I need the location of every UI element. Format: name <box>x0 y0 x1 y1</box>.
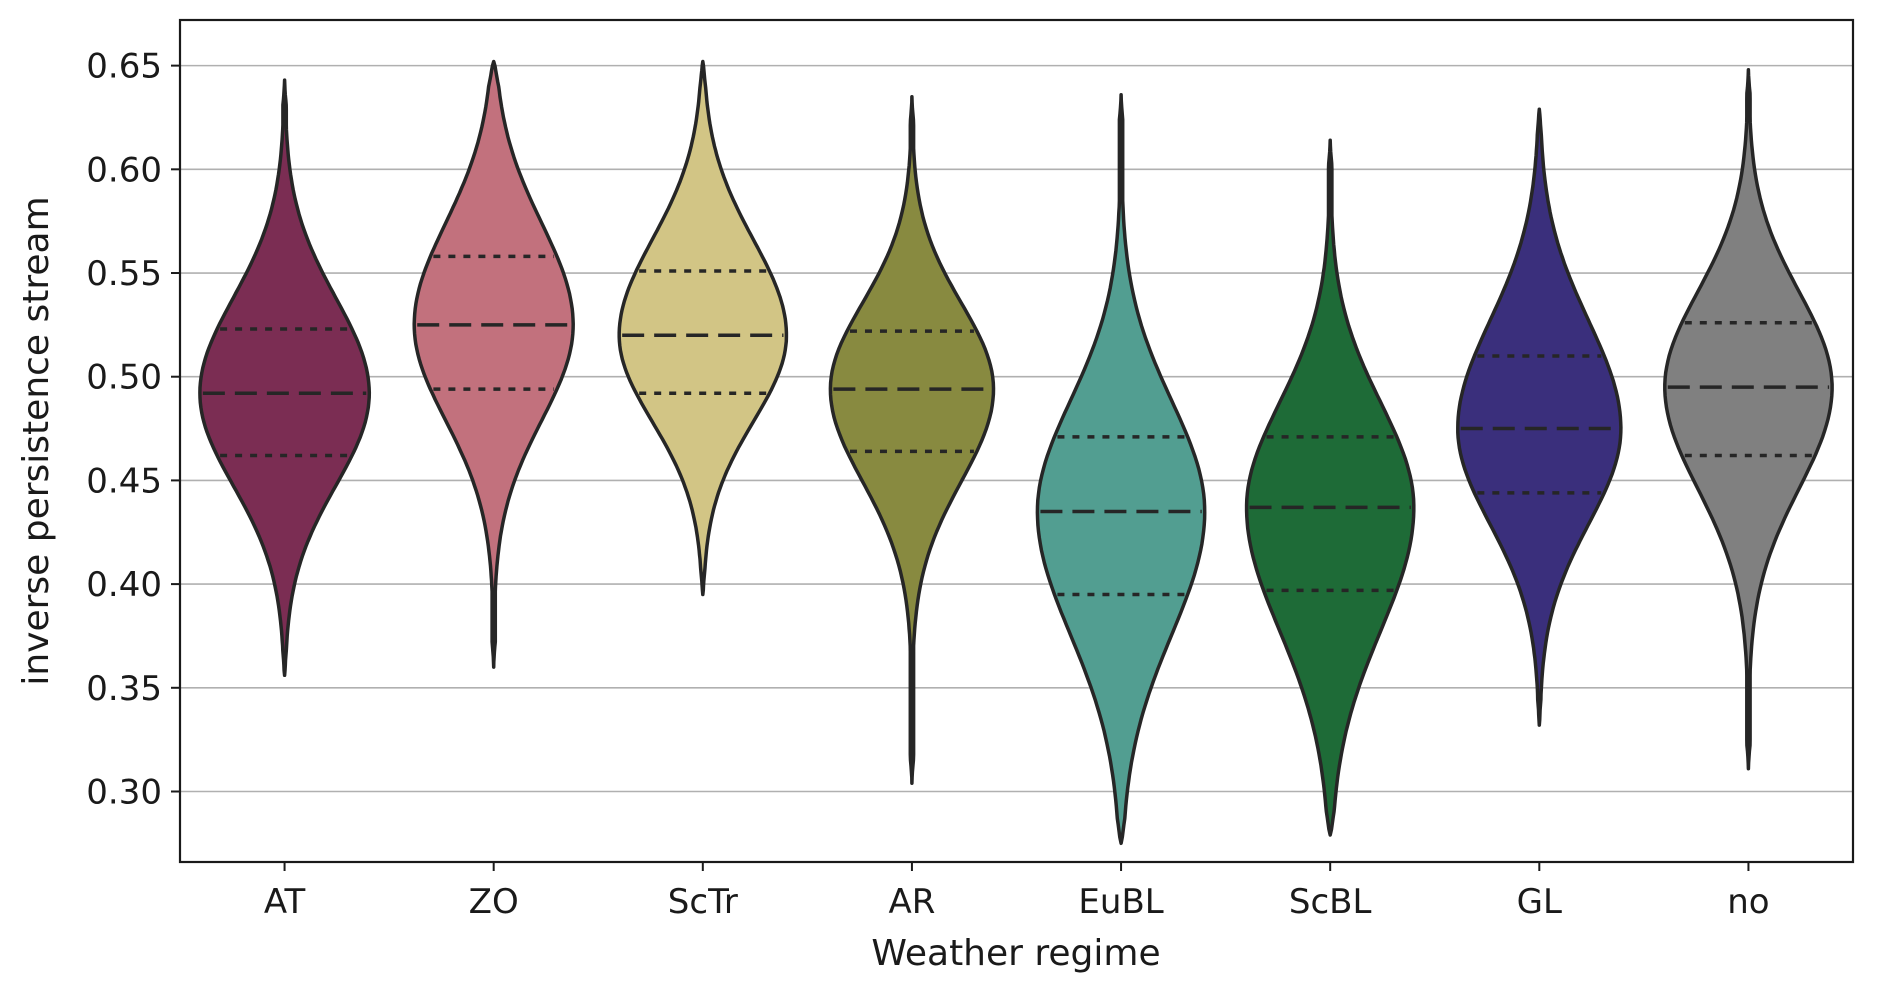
violin-AT <box>198 78 372 678</box>
y-tick-label: 0.35 <box>86 669 162 709</box>
violin-no <box>1663 68 1834 771</box>
violin-body <box>1456 107 1623 727</box>
x-tick-label: AR <box>888 882 935 922</box>
x-tick-label: no <box>1727 882 1769 922</box>
plot-frame <box>178 18 1855 864</box>
y-axis-label: inverse persistence stream <box>16 196 57 685</box>
violin-ScTr <box>617 59 789 597</box>
x-tick-label: AT <box>264 882 306 922</box>
x-axis-label: Weather regime <box>871 933 1160 974</box>
violin-EuBL <box>1035 92 1207 846</box>
violin-body <box>617 59 789 597</box>
violin-ScBL <box>1244 138 1416 837</box>
y-tick-label: 0.65 <box>86 47 162 87</box>
violin-body <box>1244 138 1416 837</box>
violin-body <box>1663 68 1834 771</box>
y-tick-label: 0.50 <box>86 358 162 398</box>
y-tick-label: 0.40 <box>86 565 162 605</box>
x-tick-label: ScBL <box>1289 882 1372 922</box>
x-tick-label: ScTr <box>668 882 738 922</box>
violins <box>198 59 1834 846</box>
violin-body <box>1035 92 1207 846</box>
violin-GL <box>1456 107 1623 727</box>
y-tick-label: 0.30 <box>86 772 162 812</box>
violin-AR <box>828 94 996 785</box>
x-tick-label: EuBL <box>1078 882 1163 922</box>
violin-body <box>828 94 996 785</box>
violin-body <box>412 59 575 669</box>
violin-ZO <box>412 59 575 669</box>
x-tick-label: GL <box>1517 882 1562 922</box>
y-tick-label: 0.45 <box>86 461 162 501</box>
y-tick-label: 0.55 <box>86 254 162 294</box>
x-tick-label: ZO <box>469 882 519 922</box>
y-axis-ticks: 0.30 0.35 0.40 0.45 0.50 0.55 0.60 0.65 <box>86 47 180 812</box>
x-axis-ticks: AT ZO ScTr AR EuBL ScBL GL no <box>264 862 1770 922</box>
y-tick-label: 0.60 <box>86 150 162 190</box>
violin-body <box>198 78 372 678</box>
